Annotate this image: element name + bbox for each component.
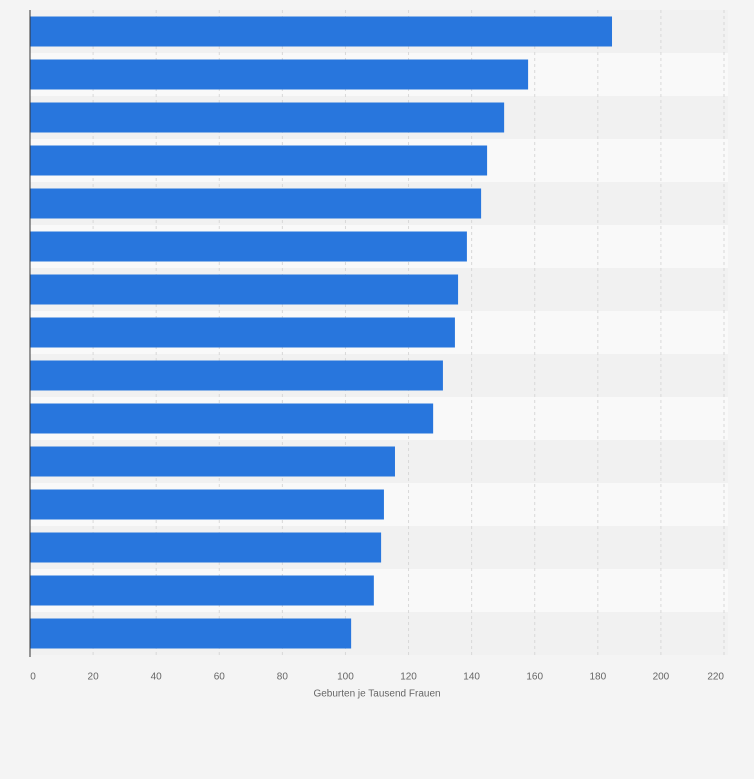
bar bbox=[30, 188, 482, 219]
bar bbox=[30, 618, 352, 649]
x-tick-label: 140 bbox=[463, 672, 480, 683]
bar bbox=[30, 59, 529, 90]
x-tick-label: 0 bbox=[30, 672, 36, 683]
x-tick-label: 40 bbox=[151, 672, 163, 683]
bar bbox=[30, 145, 488, 176]
bar bbox=[30, 16, 613, 47]
x-tick-label: 220 bbox=[707, 672, 724, 683]
bar bbox=[30, 102, 505, 133]
x-tick-label: 100 bbox=[337, 672, 354, 683]
bar bbox=[30, 274, 459, 305]
bar bbox=[30, 360, 443, 391]
x-tick-label: 180 bbox=[589, 672, 606, 683]
x-tick-label: 200 bbox=[653, 672, 670, 683]
x-tick-label: 80 bbox=[277, 672, 289, 683]
x-tick-label: 20 bbox=[88, 672, 100, 683]
x-tick-label: 120 bbox=[400, 672, 417, 683]
x-tick-label: 160 bbox=[526, 672, 543, 683]
bar bbox=[30, 446, 395, 477]
bar bbox=[30, 532, 382, 563]
bar bbox=[30, 317, 455, 348]
bar bbox=[30, 575, 374, 606]
bar bbox=[30, 231, 467, 262]
bar bbox=[30, 403, 434, 434]
x-tick-label: 60 bbox=[214, 672, 226, 683]
bar bbox=[30, 489, 384, 520]
x-axis-label: Geburten je Tausend Frauen bbox=[313, 689, 440, 700]
